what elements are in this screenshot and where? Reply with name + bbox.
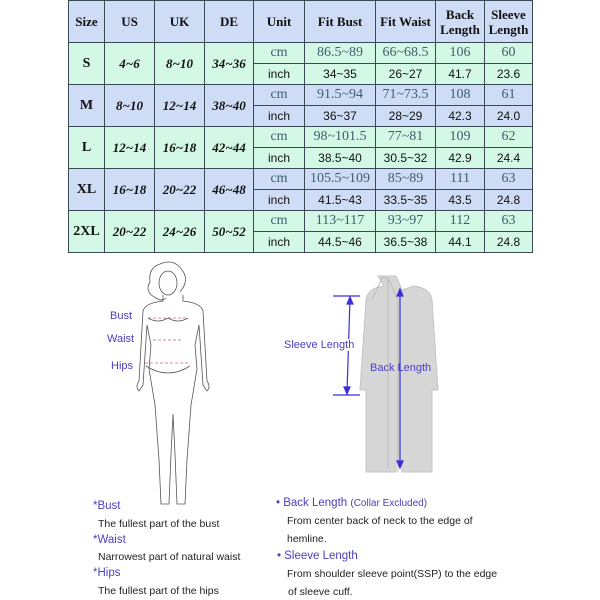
uk-cell: 16~18 (154, 126, 205, 169)
header-row: Size US UK DE Unit Fit Bust Fit Waist Ba… (68, 0, 533, 43)
sleeve-inch-cell: 24.8 (484, 189, 533, 211)
note-back-sub: (Collar Excluded) (350, 498, 428, 509)
bust-inch-cell: 34~35 (304, 63, 376, 85)
back-length-label: Back Length (370, 362, 432, 374)
waist-inch-cell: 26~27 (375, 63, 436, 85)
hips-label: Hips (111, 360, 134, 372)
us-cell: 8~10 (104, 84, 155, 127)
de-cell: 50~52 (204, 210, 254, 253)
de-cell: 34~36 (204, 42, 254, 85)
cardigan-image (359, 275, 439, 473)
table-row-cm: XL 16~18 20~22 46~48 cm 105.5~109 85~89 111 63 (68, 168, 533, 211)
size-cell: L (68, 126, 105, 169)
waist-label: Waist (107, 333, 135, 345)
note-hips-title: *Hips (93, 567, 121, 579)
unit-cell: inch (253, 189, 305, 211)
header-back-length: Back Length (435, 0, 485, 43)
back-inch-cell: 42.3 (435, 105, 485, 127)
note-waist-title: *Waist (93, 534, 126, 546)
note-bust-title: *Bust (93, 500, 121, 512)
uk-cell: 24~26 (154, 210, 205, 253)
sleeve-cm-cell: 62 (484, 126, 533, 148)
size-cell: M (68, 84, 105, 127)
waist-cm-cell: 77~81 (375, 126, 436, 148)
back-inch-cell: 44.1 (435, 231, 485, 253)
bust-inch-cell: 44.5~46 (304, 231, 376, 253)
note-sleeve-desc1: From shoulder sleeve point(SSP) to the e… (287, 568, 498, 580)
note-hips-desc: The fullest part of the hips (98, 585, 219, 597)
table-row-inch: inch 44.5~46 36.5~38 44.1 24.8 (69, 231, 533, 253)
bust-inch-cell: 38.5~40 (304, 147, 376, 169)
note-back-desc2: hemline. (287, 533, 327, 545)
us-cell: 20~22 (104, 210, 155, 253)
size-cell: S (68, 42, 105, 85)
table-row-cm: 2XL 20~22 24~26 50~52 cm 113~117 93~97 112 63 (68, 210, 533, 253)
sleeve-cm-cell: 61 (484, 84, 533, 106)
note-sleeve-title: • Sleeve Length (277, 550, 358, 562)
header-size: Size (68, 0, 105, 43)
table-row-inch: inch 36~37 28~29 42.3 24.0 (69, 105, 533, 127)
waist-cm-cell: 93~97 (375, 210, 436, 232)
header-unit: Unit (253, 0, 305, 43)
bust-cm-cell: 105.5~109 (304, 168, 376, 190)
note-back-title-text: • Back Length (276, 497, 348, 509)
sleeve-cm-cell: 60 (484, 42, 533, 64)
waist-cm-cell: 71~73.5 (375, 84, 436, 106)
bust-cm-cell: 86.5~89 (304, 42, 376, 64)
waist-inch-cell: 30.5~32 (375, 147, 436, 169)
note-sleeve-desc2: of sleeve cuff. (288, 586, 353, 598)
sleeve-length-label: Sleeve Length (284, 339, 355, 351)
table-row-cm: S 4~6 8~10 34~36 cm 86.5~89 66~68.5 106 60 (68, 42, 533, 85)
us-cell: 4~6 (104, 42, 155, 85)
unit-cell: inch (253, 231, 305, 253)
header-sleeve-length: Sleeve Length (484, 0, 533, 43)
back-inch-cell: 43.5 (435, 189, 485, 211)
table-row-inch: inch 38.5~40 30.5~32 42.9 24.4 (69, 147, 533, 169)
unit-cell: inch (253, 147, 305, 169)
note-back-desc1: From center back of neck to the edge of (287, 515, 473, 527)
table-row-cm: M 8~10 12~14 38~40 cm 91.5~94 71~73.5 108 61 (68, 84, 533, 127)
table-row-inch: inch 34~35 26~27 41.7 23.6 (69, 63, 533, 85)
back-inch-cell: 41.7 (435, 63, 485, 85)
woman-figure-icon (136, 261, 210, 505)
back-cm-cell: 108 (435, 84, 485, 106)
sleeve-cm-cell: 63 (484, 168, 533, 190)
de-cell: 42~44 (204, 126, 254, 169)
sleeve-inch-cell: 24.8 (484, 231, 533, 253)
table-row-inch: inch 41.5~43 33.5~35 43.5 24.8 (69, 189, 533, 211)
de-cell: 46~48 (204, 168, 254, 211)
us-cell: 16~18 (104, 168, 155, 211)
note-back-title: • Back Length (Collar Excluded) (276, 497, 427, 509)
us-cell: 12~14 (104, 126, 155, 169)
size-cell: 2XL (68, 210, 105, 253)
sleeve-cm-cell: 63 (484, 210, 533, 232)
bust-inch-cell: 36~37 (304, 105, 376, 127)
unit-cell: cm (253, 168, 305, 190)
waist-inch-cell: 36.5~38 (375, 231, 436, 253)
bust-cm-cell: 113~117 (304, 210, 376, 232)
header-fit-bust: Fit Bust (304, 0, 376, 43)
note-bust-desc: The fullest part of the bust (98, 518, 220, 530)
bust-label: Bust (110, 310, 133, 322)
header-fit-waist: Fit Waist (375, 0, 436, 43)
unit-cell: cm (253, 42, 305, 64)
sleeve-inch-cell: 24.0 (484, 105, 533, 127)
unit-cell: cm (253, 210, 305, 232)
sleeve-inch-cell: 23.6 (484, 63, 533, 85)
bust-cm-cell: 98~101.5 (304, 126, 376, 148)
uk-cell: 20~22 (154, 168, 205, 211)
note-waist-desc: Narrowest part of natural waist (98, 551, 241, 563)
table-row-cm: L 12~14 16~18 42~44 cm 98~101.5 77~81 109 62 (68, 126, 533, 169)
size-chart-table: Size US UK DE Unit Fit Bust Fit Waist Ba… (68, 0, 533, 253)
unit-cell: inch (253, 105, 305, 127)
uk-cell: 12~14 (154, 84, 205, 127)
bust-inch-cell: 41.5~43 (304, 189, 376, 211)
uk-cell: 8~10 (154, 42, 205, 85)
